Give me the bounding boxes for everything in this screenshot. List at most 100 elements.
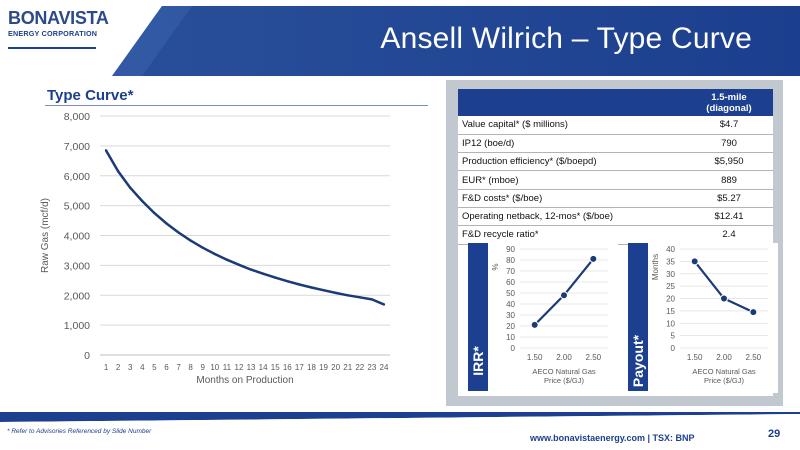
logo-subtitle: ENERGY CORPORATION (8, 29, 98, 38)
y-tick-label: 10 (506, 333, 515, 342)
data-point (589, 254, 598, 263)
x-tick-label: 13 (247, 363, 256, 372)
table-row: F&D recycle ratio* 2.4 (458, 225, 773, 245)
data-point (346, 294, 349, 297)
data-point (370, 298, 374, 301)
y-axis-title: % (491, 263, 500, 270)
x-tick-label: 21 (343, 363, 352, 372)
y-tick-label: 4,000 (64, 231, 90, 243)
title-banner: Ansell Wilrich – Type Curve (112, 6, 800, 76)
y-tick-label: 30 (506, 311, 515, 320)
y-tick-label: 3,000 (64, 260, 90, 272)
x-tick-label: 10 (210, 363, 219, 372)
page-title: Ansell Wilrich – Type Curve (380, 22, 752, 55)
x-tick-label: 16 (283, 363, 292, 372)
section-divider (45, 105, 428, 106)
x-tick-label: 7 (176, 363, 181, 372)
x-tick-label: 11 (223, 363, 232, 372)
x-tick-label: 2.00 (716, 353, 732, 362)
y-axis-title: Months (651, 254, 660, 280)
data-point (213, 252, 216, 256)
data-point (249, 268, 253, 271)
type-curve-chart: 0 1,000 2,000 3,000 4,000 5,000 6,000 7,000 8,00… (40, 111, 390, 386)
metric-value: $12.41 (685, 207, 773, 227)
x-tick-label: 8 (188, 363, 193, 372)
footer-website[interactable]: www.bonavistaenergy.com | TSX: BNP (530, 433, 695, 443)
y-tick-label: 1,000 (64, 320, 90, 332)
table-header-blank (458, 89, 685, 116)
y-tick-label: 0 (671, 344, 676, 353)
company-logo: BONAVISTA ENERGY CORPORATION (8, 8, 109, 49)
table-row: EUR* (mboe) 889 (458, 170, 773, 190)
data-point (201, 246, 204, 249)
y-tick-label: 5,000 (64, 201, 90, 213)
table-row: Operating netback, 12-mos* ($/boe) $12.41 (458, 207, 773, 227)
x-tick-label: 9 (200, 363, 205, 372)
page-number: 29 (768, 428, 781, 440)
x-tick-label: 2 (116, 363, 121, 372)
y-tick-label: 2,000 (64, 290, 90, 302)
y-tick-label: 25 (666, 282, 675, 291)
x-tick-label: 18 (307, 363, 316, 372)
logo-wordmark: BONAVISTA (8, 8, 109, 28)
x-tick-label: 24 (380, 363, 389, 372)
x-axis-title: AECO Natural Gas Price ($/GJ) (692, 367, 756, 385)
y-tick-label: 10 (666, 319, 675, 328)
x-axis-title: Months on Production (196, 375, 293, 386)
series-line (104, 149, 385, 306)
data-point (153, 211, 156, 215)
data-point (749, 308, 758, 317)
x-tick-label: 4 (140, 363, 145, 372)
y-tick-label: 50 (506, 289, 515, 298)
data-point (129, 186, 132, 189)
y-tick-label: 60 (506, 278, 515, 287)
metric-value: $5,950 (685, 152, 773, 172)
table-row: F&D costs* ($/boe) $5.27 (458, 189, 773, 208)
data-point (382, 303, 386, 306)
table-column-header: 1.5-mile (diagonal) (685, 89, 773, 116)
x-axis-title: AECO Natural Gas Price ($/GJ) (532, 367, 596, 385)
y-tick-label: 20 (506, 322, 515, 331)
x-axis-title-line: Price ($/GJ) (544, 376, 585, 385)
metric-value: 790 (685, 134, 773, 154)
metric-label: Production efficiency* ($/boepd) (458, 152, 685, 172)
metric-label: F&D costs* ($/boe) (458, 189, 685, 208)
y-tick-label: 35 (666, 257, 675, 266)
x-tick-label: 3 (128, 363, 133, 372)
y-tick-label: 6,000 (64, 171, 90, 183)
data-point (358, 296, 361, 299)
metric-value: $4.7 (685, 116, 773, 135)
x-tick-label: 6 (164, 363, 169, 372)
data-point (189, 239, 192, 242)
advisory-note: * Refer to Advisories Referenced by Slid… (7, 428, 152, 435)
metrics-table: 1.5-mile (diagonal) Value capital* ($ mil… (458, 89, 773, 245)
data-point (274, 276, 277, 279)
irr-chart: IRR* 0 10 20 30 40 50 60 70 80 90% 1.50 2.00 2.50 AECO… (468, 243, 618, 393)
x-tick-label: 2.50 (746, 353, 762, 362)
y-tick-label: 70 (506, 267, 515, 276)
data-point (530, 320, 539, 329)
title-banner-shape (112, 6, 800, 76)
data-point (720, 294, 728, 303)
data-point (104, 149, 108, 152)
logo-underline (8, 47, 96, 49)
x-tick-label: 14 (259, 363, 268, 372)
data-point (261, 272, 265, 275)
y-tick-label: 0 (84, 350, 90, 362)
side-label-bar (628, 243, 648, 391)
data-point (310, 286, 313, 289)
metric-value: $5.27 (685, 189, 773, 208)
metric-label: Operating netback, 12-mos* ($/boe) (458, 207, 685, 227)
x-tick-label: 1.50 (687, 353, 703, 362)
footer-band (0, 412, 800, 450)
metric-label: F&D recycle ratio* (458, 225, 685, 245)
metric-value: 889 (685, 170, 773, 190)
metric-label: IP12 (boe/d) (458, 134, 685, 154)
x-tick-label: 23 (367, 363, 376, 372)
data-point (177, 231, 180, 234)
data-point (690, 257, 699, 266)
payout-chart: Payout* 0 5 10 15 20 25 30 35 40 Months 1.50 2.00 2.5… (628, 243, 778, 393)
side-label: Payout* (630, 334, 646, 387)
data-point (116, 170, 120, 173)
side-label-bar (468, 243, 488, 391)
